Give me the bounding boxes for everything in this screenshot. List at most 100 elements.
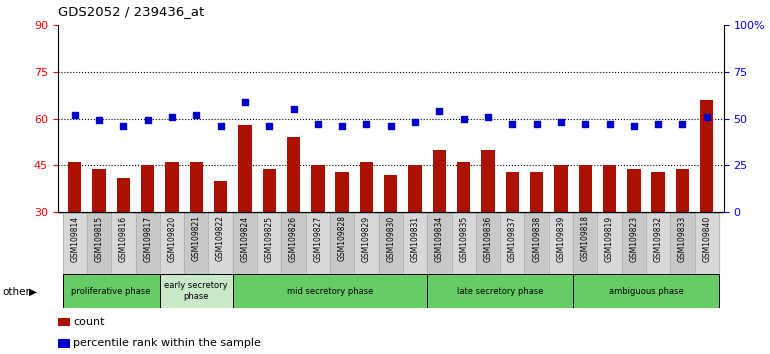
Bar bbox=[573, 274, 719, 308]
Text: GSM109833: GSM109833 bbox=[678, 216, 687, 262]
Point bbox=[239, 99, 251, 104]
Text: proliferative phase: proliferative phase bbox=[72, 287, 151, 296]
Text: GSM109814: GSM109814 bbox=[70, 216, 79, 262]
Point bbox=[701, 114, 713, 120]
Text: early secretory
phase: early secretory phase bbox=[165, 281, 228, 301]
Point bbox=[287, 106, 300, 112]
Bar bbox=[403, 212, 427, 274]
Bar bbox=[136, 212, 160, 274]
Bar bbox=[141, 166, 154, 306]
Bar bbox=[476, 212, 501, 274]
Text: GSM109817: GSM109817 bbox=[143, 216, 152, 262]
Text: GSM109834: GSM109834 bbox=[435, 216, 444, 262]
Bar bbox=[330, 212, 354, 274]
Point bbox=[190, 112, 203, 118]
Text: ▶: ▶ bbox=[29, 287, 37, 297]
Text: GSM109815: GSM109815 bbox=[95, 216, 104, 262]
Point bbox=[482, 114, 494, 120]
Text: GSM109821: GSM109821 bbox=[192, 216, 201, 262]
Point bbox=[409, 120, 421, 125]
Text: GSM109823: GSM109823 bbox=[629, 216, 638, 262]
Bar bbox=[281, 212, 306, 274]
Bar bbox=[354, 212, 379, 274]
Point bbox=[506, 121, 518, 127]
Bar bbox=[233, 274, 427, 308]
Bar bbox=[408, 166, 422, 306]
Text: GSM109836: GSM109836 bbox=[484, 216, 493, 262]
Text: late secretory phase: late secretory phase bbox=[457, 287, 544, 296]
Point bbox=[554, 120, 567, 125]
Bar bbox=[287, 137, 300, 306]
Text: GSM109820: GSM109820 bbox=[168, 216, 176, 262]
Bar bbox=[578, 166, 592, 306]
Text: GSM109838: GSM109838 bbox=[532, 216, 541, 262]
Bar bbox=[700, 100, 714, 306]
Bar bbox=[379, 212, 403, 274]
Text: GSM109829: GSM109829 bbox=[362, 216, 371, 262]
Text: GSM109818: GSM109818 bbox=[581, 216, 590, 262]
Bar bbox=[481, 150, 494, 306]
Bar bbox=[646, 212, 671, 274]
Text: GSM109835: GSM109835 bbox=[459, 216, 468, 262]
Point bbox=[579, 121, 591, 127]
Bar bbox=[598, 212, 621, 274]
Bar bbox=[524, 212, 549, 274]
Text: GSM109824: GSM109824 bbox=[240, 216, 249, 262]
Bar bbox=[257, 212, 281, 274]
Bar bbox=[451, 212, 476, 274]
Point bbox=[676, 121, 688, 127]
Bar bbox=[306, 212, 330, 274]
Bar bbox=[427, 212, 451, 274]
Text: GSM109840: GSM109840 bbox=[702, 216, 711, 262]
Bar bbox=[214, 181, 227, 306]
Point bbox=[93, 118, 105, 123]
Text: ambiguous phase: ambiguous phase bbox=[608, 287, 684, 296]
Bar bbox=[427, 274, 573, 308]
Bar bbox=[189, 162, 203, 306]
Bar bbox=[68, 162, 82, 306]
Text: GSM109819: GSM109819 bbox=[605, 216, 614, 262]
Bar bbox=[111, 212, 136, 274]
Text: GSM109827: GSM109827 bbox=[313, 216, 323, 262]
Bar bbox=[384, 175, 397, 306]
Text: GSM109832: GSM109832 bbox=[654, 216, 663, 262]
Point bbox=[652, 121, 665, 127]
Point bbox=[117, 123, 129, 129]
Bar bbox=[62, 274, 160, 308]
Bar bbox=[671, 212, 695, 274]
Text: percentile rank within the sample: percentile rank within the sample bbox=[73, 338, 261, 348]
Bar bbox=[695, 212, 719, 274]
Bar bbox=[263, 169, 276, 306]
Bar bbox=[603, 166, 616, 306]
Text: GSM109837: GSM109837 bbox=[508, 216, 517, 262]
Point bbox=[628, 123, 640, 129]
Text: GSM109825: GSM109825 bbox=[265, 216, 273, 262]
Bar bbox=[554, 166, 567, 306]
Bar bbox=[621, 212, 646, 274]
Bar bbox=[166, 162, 179, 306]
Text: mid secretory phase: mid secretory phase bbox=[286, 287, 373, 296]
Bar bbox=[209, 212, 233, 274]
Text: GSM109822: GSM109822 bbox=[216, 216, 225, 262]
Text: GSM109830: GSM109830 bbox=[387, 216, 395, 262]
Point bbox=[69, 112, 81, 118]
Bar bbox=[160, 274, 233, 308]
Bar bbox=[360, 162, 373, 306]
Bar bbox=[160, 212, 184, 274]
Text: GSM109828: GSM109828 bbox=[338, 216, 346, 262]
Point bbox=[434, 108, 446, 114]
Text: GSM109839: GSM109839 bbox=[557, 216, 565, 262]
Bar bbox=[573, 212, 598, 274]
Point bbox=[385, 123, 397, 129]
Bar bbox=[676, 169, 689, 306]
Point bbox=[336, 123, 348, 129]
Point bbox=[215, 123, 227, 129]
Bar bbox=[184, 212, 209, 274]
Point bbox=[457, 116, 470, 121]
Point bbox=[360, 121, 373, 127]
Text: GSM109831: GSM109831 bbox=[410, 216, 420, 262]
Bar bbox=[62, 212, 87, 274]
Bar bbox=[117, 178, 130, 306]
Point bbox=[312, 121, 324, 127]
Bar bbox=[651, 172, 665, 306]
